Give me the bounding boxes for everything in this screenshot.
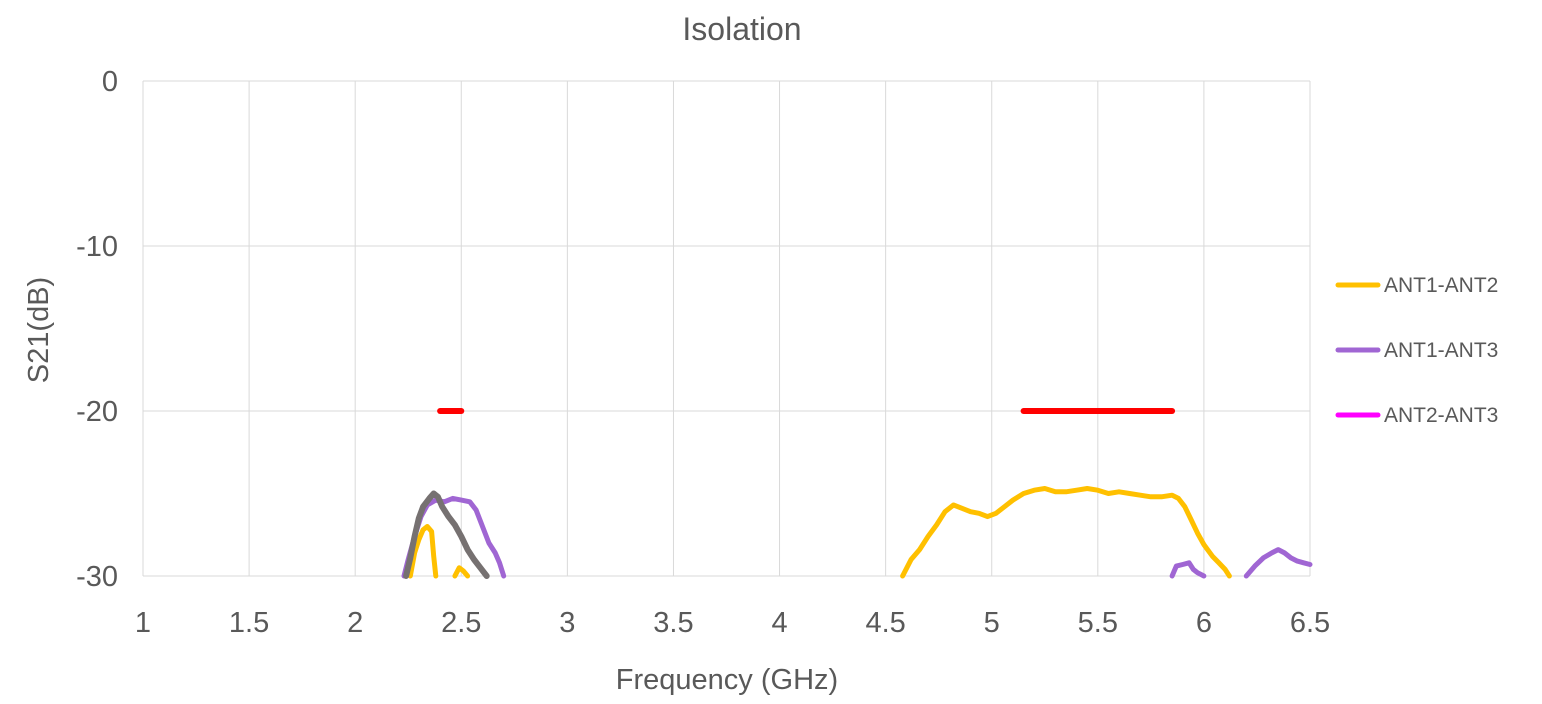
legend-label: ANT1-ANT3 [1384,339,1498,362]
grid [142,80,1311,577]
x-tick-label: 1 [135,607,151,639]
legend-label: ANT2-ANT3 [1384,404,1498,427]
x-tick-label: 6 [1196,607,1212,639]
legend-label: ANT1-ANT2 [1384,274,1498,297]
x-axis-label: Frequency (GHz) [616,664,838,696]
x-tick-label: 6.5 [1290,607,1330,639]
x-tick-label: 2 [347,607,363,639]
series-line [1243,547,1313,579]
y-axis-label: S21(dB) [23,277,55,383]
x-tick-label: 3.5 [653,607,693,639]
x-tick-label: 2.5 [441,607,481,639]
x-tick-label: 4.5 [865,607,905,639]
x-tick-label: 3 [559,607,575,639]
y-tick-label: -10 [76,231,118,263]
series-line [452,565,471,579]
y-tick-label: -30 [76,561,118,593]
axis-ticks: 1 1.5 2 2.5 3 3.5 4 4.5 5 5.5 6 6.5 0 -10 -20 -30 [76,66,1330,639]
plot-area [401,408,1313,579]
x-tick-label: 5 [984,607,1000,639]
series-line [900,486,1232,579]
series-line [1169,560,1207,579]
legend: ANT1-ANT2 ANT1-ANT3 ANT2-ANT3 [1335,274,1498,427]
x-tick-label: 5.5 [1078,607,1118,639]
x-tick-label: 4 [771,607,787,639]
series-line [407,524,439,579]
y-tick-label: 0 [102,66,118,98]
y-tick-label: -20 [76,396,118,428]
reference-line [403,490,490,579]
x-tick-label: 1.5 [229,607,269,639]
chart-title: Isolation [682,11,801,47]
